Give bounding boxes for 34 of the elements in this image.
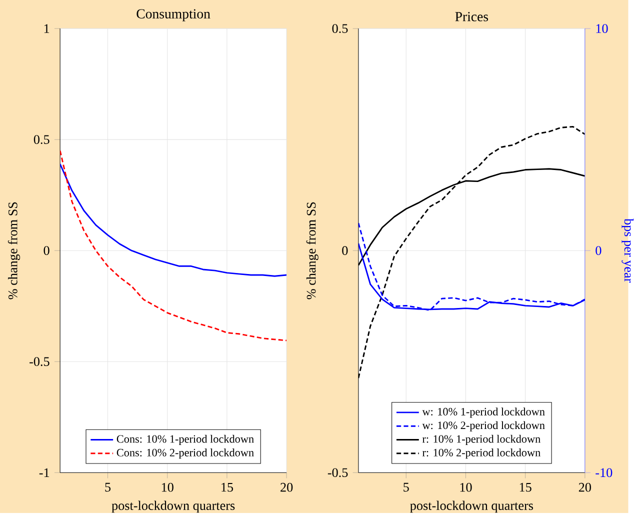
chart-title: Prices: [455, 12, 488, 22]
x-tick-label: 20: [578, 482, 591, 492]
legend-label: w: 10% 2-period lockdown: [422, 421, 545, 432]
x-axis-title: post-lockdown quarters: [410, 500, 534, 513]
line-series: [60, 163, 287, 277]
legend-label: r: 10% 2-period lockdown: [422, 448, 540, 459]
x-tick-label: 5: [404, 482, 409, 492]
line-series: [60, 150, 287, 342]
y-tick-label: -0.5: [328, 468, 348, 478]
x-tick-label: 15: [222, 482, 234, 492]
y-tick-label: 1: [44, 24, 50, 33]
legend-label: Cons: 10% 1-period lockdown: [116, 434, 254, 445]
legend-label: w: 10% 1-period lockdown: [422, 408, 545, 418]
x-tick-label: 10: [162, 482, 174, 492]
y-tick-label: -0.5: [30, 357, 50, 366]
y-axis-title: % change from SS: [8, 202, 20, 300]
y-tick-label: 0: [342, 246, 348, 256]
y2-tick-label: 10: [596, 24, 608, 33]
x-axis-title: post-lockdown quarters: [112, 500, 235, 513]
y-tick-label: 0.5: [332, 24, 348, 33]
y-tick-label: -1: [39, 468, 50, 477]
x-tick-label: 5: [105, 482, 111, 492]
y-tick-label: 0.5: [34, 135, 50, 144]
legend-label: r: 10% 1-period lockdown: [422, 434, 540, 445]
legend-label: Cons: 10% 2-period lockdown: [116, 448, 254, 459]
y-axis-title: % change from SS: [306, 202, 318, 300]
y-tick-label: 0: [44, 246, 50, 256]
x-tick-label: 15: [520, 482, 532, 492]
y2-tick-label: -10: [596, 468, 612, 478]
x-tick-label: 10: [460, 482, 472, 492]
y2-tick-label: 0: [596, 246, 602, 256]
y2-axis-title: bps per year: [622, 218, 634, 283]
x-tick-label: 20: [280, 482, 293, 492]
chart-title: Consumption: [136, 9, 210, 22]
